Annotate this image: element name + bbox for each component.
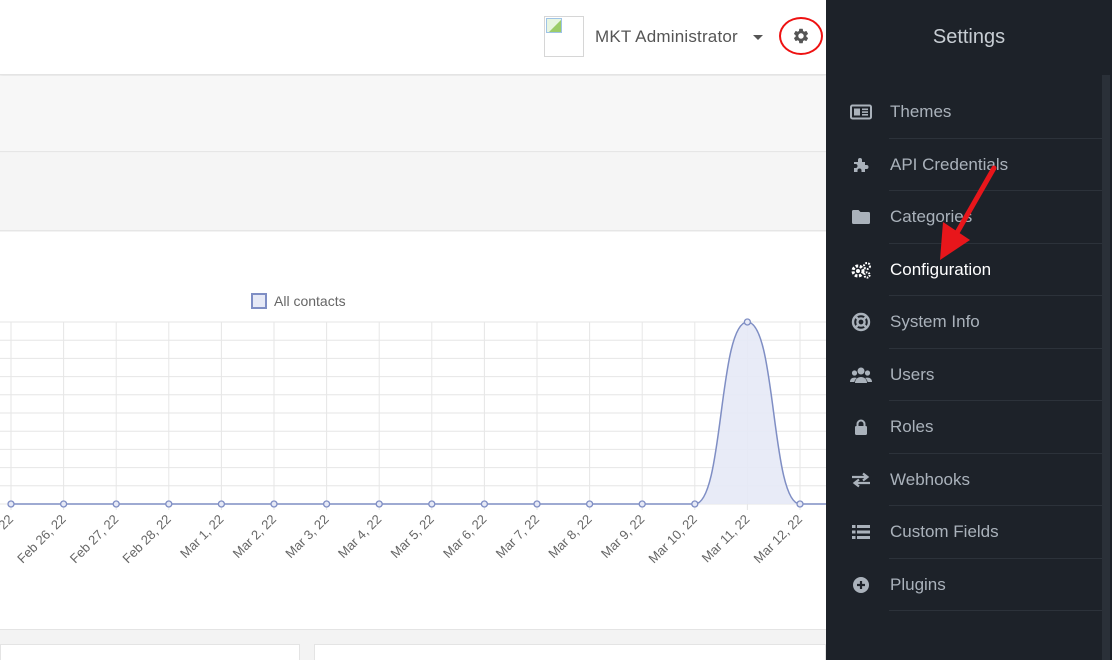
data-point[interactable] [165,500,173,508]
chevron-down-icon[interactable] [753,35,763,40]
x-tick-label: Mar 8, 22 [545,512,594,561]
content-toolbar [0,76,826,152]
menu-item-label: Users [890,364,935,384]
menu-item-api-credentials[interactable]: API Credentials [826,139,1102,192]
menu-item-webhooks[interactable]: Webhooks [826,454,1102,507]
content-filter-bar [0,153,826,231]
data-point[interactable] [59,500,68,508]
x-tick-label: Mar 6, 22 [440,512,489,561]
menu-item-themes[interactable]: Themes [826,86,1102,139]
series-area [11,322,826,504]
settings-menu: Themes API Credentials Categories Config… [826,86,1102,611]
x-tick-label: Mar 7, 22 [493,512,542,561]
menu-item-label: System Info [890,312,980,332]
sidebar-scrollbar[interactable] [1102,75,1110,660]
broken-image-icon [546,18,562,33]
x-tick-label: Mar 4, 22 [335,512,384,561]
chart-legend[interactable]: All contacts [251,293,346,309]
menu-item-users[interactable]: Users [826,349,1102,402]
cogs-icon [850,261,872,279]
menu-item-label: Configuration [890,259,992,279]
x-tick-label: Mar 11, 22 [699,512,753,566]
x-tick-label: Mar 10, 22 [645,512,700,567]
data-point[interactable] [112,500,120,508]
menu-item-label: Themes [890,102,952,122]
data-point[interactable] [428,500,436,508]
users-icon [850,366,872,384]
x-tick-label: Mar 5, 22 [387,512,436,561]
lock-icon [850,418,872,436]
data-point[interactable] [585,500,594,508]
data-point[interactable] [375,500,383,508]
menu-item-custom-fields[interactable]: Custom Fields [826,506,1102,559]
data-point[interactable] [7,500,15,508]
avatar[interactable] [544,16,584,57]
data-point[interactable] [480,500,489,508]
x-tick-label: 22 [0,512,16,533]
plus-circle-icon [850,576,872,594]
x-tick-label: Mar 1, 22 [177,512,226,561]
data-point[interactable] [217,500,226,508]
newspaper-icon [850,103,872,121]
menu-item-label: Categories [890,207,973,227]
data-point[interactable] [743,318,752,326]
annotation-arrow-icon [940,165,997,260]
menu-item-configuration[interactable]: Configuration [826,244,1102,297]
x-tick-label: Mar 12, 22 [751,512,806,567]
x-tick-label: Feb 27, 22 [67,512,122,567]
gear-icon [794,28,809,44]
data-point[interactable] [691,500,699,508]
x-tick-label: Mar 2, 22 [230,512,279,561]
x-tick-label: Mar 3, 22 [282,512,331,561]
data-point[interactable] [638,500,646,508]
user-menu-name[interactable]: MKT Administrator [595,27,738,46]
menu-item-categories[interactable]: Categories [826,191,1102,244]
settings-panel: Settings Themes API Credentials Categori… [826,0,1112,660]
x-tick-label: Feb 26, 22 [14,512,69,567]
list-icon [850,523,872,541]
menu-item-roles[interactable]: Roles [826,401,1102,454]
life-ring-icon [850,313,872,332]
settings-button[interactable] [779,17,823,55]
data-point[interactable] [533,500,541,508]
data-point[interactable] [270,500,278,508]
settings-title: Settings [826,0,1112,75]
x-tick-label: Mar 9, 22 [598,512,647,561]
menu-item-label: Custom Fields [890,522,999,542]
menu-item-plugins[interactable]: Plugins [826,559,1102,612]
legend-label: All contacts [274,293,346,309]
menu-item-system-info[interactable]: System Info [826,296,1102,349]
menu-item-label: Webhooks [890,469,971,489]
top-header: MKT Administrator [0,0,826,75]
x-tick-label: Feb 28, 22 [119,512,174,567]
puzzle-icon [850,156,872,174]
legend-swatch [251,293,267,309]
bottom-card-right [314,644,826,660]
folder-icon [850,208,872,226]
menu-item-label: Roles [890,417,934,437]
exchange-icon [850,471,872,489]
data-point[interactable] [796,500,804,508]
bottom-card-left [0,644,300,660]
data-point[interactable] [322,500,331,508]
menu-item-label: API Credentials [890,154,1009,174]
menu-item-label: Plugins [890,574,946,594]
